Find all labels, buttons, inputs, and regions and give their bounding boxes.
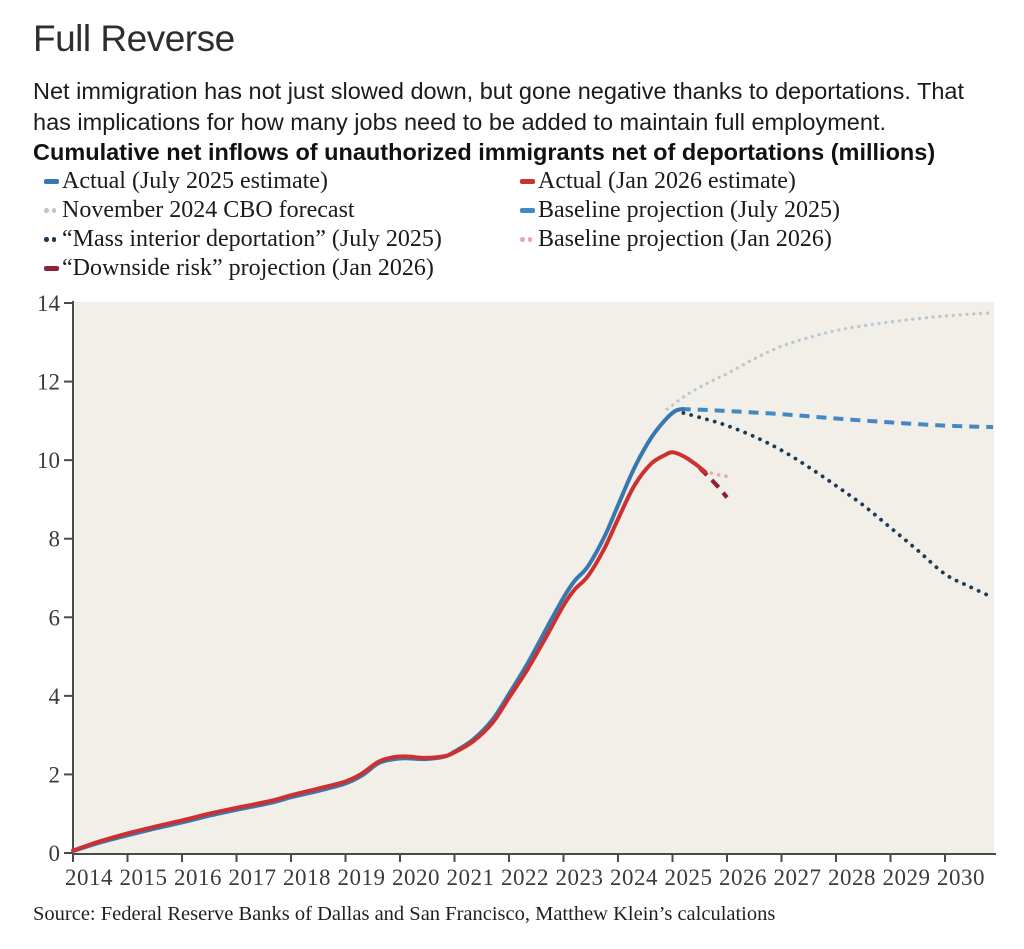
y-tick-label: 2 bbox=[49, 762, 61, 787]
x-tick-label: 2030 bbox=[937, 865, 985, 890]
series-line-mass_deport_jul25 bbox=[681, 411, 995, 600]
chart-legend: Actual (July 2025 estimate) November 2024… bbox=[44, 167, 994, 283]
x-tick-label: 2029 bbox=[883, 865, 931, 890]
legend-label: Actual (July 2025 estimate) bbox=[62, 168, 328, 194]
source-note: Source: Federal Reserve Banks of Dallas … bbox=[33, 903, 776, 925]
x-tick-label: 2021 bbox=[447, 865, 495, 890]
x-tick-label: 2027 bbox=[774, 865, 822, 890]
x-tick-label: 2023 bbox=[556, 865, 604, 890]
series-line-baseline_jan26 bbox=[702, 469, 734, 479]
y-tick-label: 4 bbox=[49, 684, 61, 709]
chart-subtitle: Net immigration has not just slowed down… bbox=[33, 76, 993, 138]
legend-swatch-dashed-icon bbox=[520, 208, 535, 213]
axis-labels: 0 2 4 6 8 10 12 14 2014 2015 2016 2017 2018 2019 2020 2… bbox=[37, 291, 985, 890]
y-tick-label: 14 bbox=[37, 291, 61, 316]
subtitle-line-2: has implications for how many jobs need … bbox=[33, 109, 886, 135]
legend-label: “Mass interior deportation” (July 2025) bbox=[62, 226, 442, 252]
axes bbox=[64, 301, 996, 862]
y-tick-label: 8 bbox=[49, 527, 61, 552]
x-tick-label: 2022 bbox=[501, 865, 549, 890]
x-tick-label: 2028 bbox=[828, 865, 876, 890]
legend-swatch-dashed-icon bbox=[44, 266, 59, 271]
legend-label: November 2024 CBO forecast bbox=[62, 197, 355, 223]
legend-column-left: Actual (July 2025 estimate) November 2024… bbox=[44, 167, 520, 283]
legend-item-actual_jan26: Actual (Jan 2026 estimate) bbox=[520, 167, 994, 196]
legend-item-baseline_jan26: Baseline projection (Jan 2026) bbox=[520, 225, 994, 254]
plot-area bbox=[74, 302, 994, 853]
x-tick-label: 2019 bbox=[338, 865, 386, 890]
x-tick-label: 2018 bbox=[283, 865, 331, 890]
legend-swatch-dotted-icon bbox=[44, 208, 59, 213]
subtitle-line-1: Net immigration has not just slowed down… bbox=[33, 78, 964, 104]
x-tick-label: 2014 bbox=[65, 865, 113, 890]
y-tick-label: 0 bbox=[49, 841, 61, 866]
legend-swatch-dotted-icon bbox=[44, 237, 59, 242]
legend-label: “Downside risk” projection (Jan 2026) bbox=[62, 255, 434, 281]
legend-label: Baseline projection (Jan 2026) bbox=[538, 226, 832, 252]
x-tick-label: 2016 bbox=[174, 865, 222, 890]
series-line-cbo_nov24 bbox=[665, 311, 995, 411]
legend-item-mass_deport_jul25: “Mass interior deportation” (July 2025) bbox=[44, 225, 520, 254]
legend-label: Baseline projection (July 2025) bbox=[538, 197, 840, 223]
x-tick-label: 2024 bbox=[610, 865, 658, 890]
x-tick-label: 2025 bbox=[665, 865, 713, 890]
x-tick-label: 2020 bbox=[392, 865, 440, 890]
legend-item-downside_jan26: “Downside risk” projection (Jan 2026) bbox=[44, 254, 520, 283]
legend-swatch-solid-icon bbox=[520, 179, 535, 184]
legend-swatch-solid-icon bbox=[44, 179, 59, 184]
legend-item-actual_jul25: Actual (July 2025 estimate) bbox=[44, 167, 520, 196]
y-tick-label: 10 bbox=[37, 448, 60, 473]
x-tick-label: 2015 bbox=[120, 865, 168, 890]
y-tick-label: 6 bbox=[49, 605, 61, 630]
legend-item-baseline_jul25: Baseline projection (July 2025) bbox=[520, 196, 994, 225]
series-line-baseline_jul25 bbox=[680, 407, 994, 430]
x-tick-label: 2017 bbox=[229, 865, 277, 890]
page-title: Full Reverse bbox=[33, 18, 235, 59]
legend-label: Actual (Jan 2026 estimate) bbox=[538, 168, 796, 194]
chart-axis-title: Cumulative net inflows of unauthorized i… bbox=[33, 139, 936, 165]
legend-swatch-dotted-icon bbox=[520, 237, 535, 242]
series-line-actual_jan26 bbox=[71, 450, 708, 853]
y-tick-label: 12 bbox=[37, 370, 60, 395]
x-tick-label: 2026 bbox=[719, 865, 767, 890]
legend-column-right: Actual (Jan 2026 estimate) Baseline proje… bbox=[520, 167, 994, 283]
legend-item-cbo_nov24: November 2024 CBO forecast bbox=[44, 196, 520, 225]
